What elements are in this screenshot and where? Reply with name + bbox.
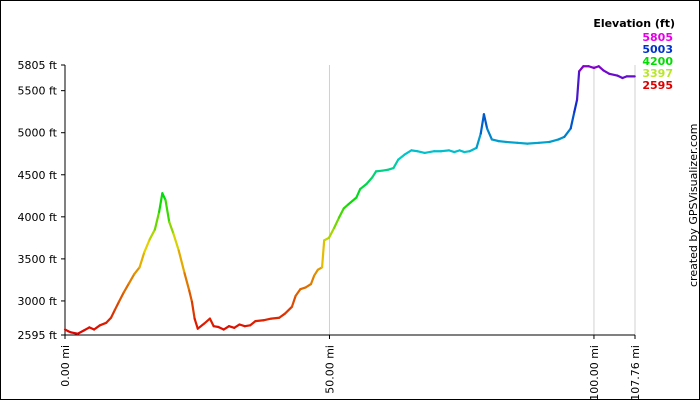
profile-segment bbox=[122, 282, 131, 294]
profile-segment bbox=[117, 291, 125, 303]
profile-segment bbox=[573, 98, 579, 113]
profile-segment bbox=[497, 140, 508, 144]
profile-segment bbox=[203, 317, 212, 325]
profile-segment bbox=[168, 220, 175, 235]
profile-segment bbox=[537, 140, 551, 144]
profile-segment bbox=[249, 320, 257, 327]
x-tick-label: 107.76 mi bbox=[629, 345, 642, 399]
profile-segment bbox=[392, 158, 400, 170]
profile-segment bbox=[374, 169, 385, 173]
profile-segment bbox=[105, 316, 113, 324]
profile-segment bbox=[153, 210, 161, 231]
profile-segment bbox=[355, 187, 362, 199]
profile-segment bbox=[337, 207, 345, 219]
profile-segment bbox=[127, 272, 136, 285]
profile-segment bbox=[164, 198, 171, 223]
x-tick-label: 0.00 mi bbox=[59, 345, 72, 387]
profile-segment bbox=[188, 289, 194, 303]
legend-value: 4200 bbox=[642, 55, 673, 68]
legend-value: 2595 bbox=[642, 79, 673, 92]
profile-segment bbox=[602, 69, 611, 75]
profile-segment bbox=[76, 329, 86, 335]
profile-segment bbox=[148, 228, 157, 241]
y-tick-label: 4000 ft bbox=[18, 211, 58, 224]
y-ticks: 5805 ft 5500 ft 5000 ft 4500 ft 4000 ft 3500 … bbox=[18, 59, 65, 342]
y-tick-label: 3000 ft bbox=[18, 295, 58, 308]
profile-segment bbox=[172, 232, 180, 252]
profile-segment bbox=[548, 138, 560, 144]
profile-segment bbox=[283, 305, 294, 315]
profile-segment bbox=[196, 322, 206, 330]
profile-segment bbox=[290, 294, 297, 308]
profile-segment bbox=[403, 149, 413, 156]
profile-segment bbox=[423, 150, 436, 154]
profile-segment bbox=[270, 316, 281, 320]
profile-segment bbox=[92, 324, 102, 331]
legend-value: 5805 bbox=[642, 31, 673, 44]
profile-segment bbox=[254, 319, 265, 323]
profile-segment bbox=[309, 274, 316, 286]
profile-segment bbox=[516, 141, 529, 145]
profile-segment bbox=[278, 312, 287, 319]
profile-segment bbox=[608, 72, 619, 77]
profile-segment bbox=[486, 127, 493, 141]
profile-segment bbox=[320, 239, 326, 269]
profile-segment bbox=[193, 317, 199, 330]
profile-segment bbox=[98, 321, 108, 327]
profile-segment bbox=[569, 110, 576, 130]
profile-segment bbox=[262, 317, 273, 322]
profile-segment bbox=[333, 216, 341, 229]
profile-segment bbox=[183, 272, 191, 292]
profile-segment bbox=[365, 176, 374, 186]
profile-segment bbox=[526, 141, 541, 145]
elevation-profile bbox=[63, 65, 636, 335]
grid-lines bbox=[64, 65, 636, 335]
legend-value: 5003 bbox=[642, 43, 673, 56]
profile-segment bbox=[138, 251, 146, 269]
profile-segment bbox=[482, 113, 489, 130]
profile-segment bbox=[563, 127, 572, 139]
profile-segment bbox=[397, 153, 406, 161]
y-tick-label: 5500 ft bbox=[18, 85, 58, 98]
profile-segment bbox=[208, 317, 215, 328]
profile-segment bbox=[505, 140, 519, 144]
y-tick-label: 5000 ft bbox=[18, 127, 58, 140]
profile-segment bbox=[294, 288, 302, 297]
x-tick-label: 50.00 mi bbox=[323, 345, 336, 394]
y-tick-label: 3500 ft bbox=[18, 253, 58, 266]
profile-segment bbox=[468, 146, 478, 153]
x-ticks: 0.00 mi 50.00 mi 100.00 mi 107.76 mi bbox=[59, 335, 642, 401]
profile-segment bbox=[143, 238, 151, 254]
profile-segment bbox=[439, 149, 451, 153]
profile-segment bbox=[327, 226, 336, 239]
profile-segment bbox=[158, 192, 164, 213]
profile-segment bbox=[161, 192, 167, 202]
profile-segment bbox=[359, 182, 368, 191]
legend-value: 3397 bbox=[642, 67, 673, 80]
profile-segment bbox=[416, 150, 426, 154]
credit-text: created by GPSVisualizer.com bbox=[687, 124, 699, 287]
x-tick-label: 100.00 mi bbox=[588, 345, 601, 399]
profile-segment bbox=[177, 249, 186, 275]
y-tick-label: 4500 ft bbox=[18, 169, 58, 182]
profile-segment bbox=[113, 300, 121, 312]
profile-segment bbox=[133, 266, 141, 276]
y-tick-label: 2595 ft bbox=[18, 329, 58, 342]
profile-segment bbox=[371, 170, 378, 179]
profile-segment bbox=[475, 132, 482, 149]
profile-segment bbox=[109, 309, 116, 319]
profile-segment bbox=[190, 300, 196, 320]
profile-segment bbox=[479, 113, 486, 135]
legend-title: Elevation (ft) bbox=[593, 17, 675, 30]
profile-segment bbox=[490, 138, 500, 143]
profile-segment bbox=[313, 268, 319, 277]
y-tick-label: 5805 ft bbox=[18, 59, 58, 72]
profile-segment bbox=[347, 196, 358, 206]
profile-segment bbox=[575, 70, 581, 102]
